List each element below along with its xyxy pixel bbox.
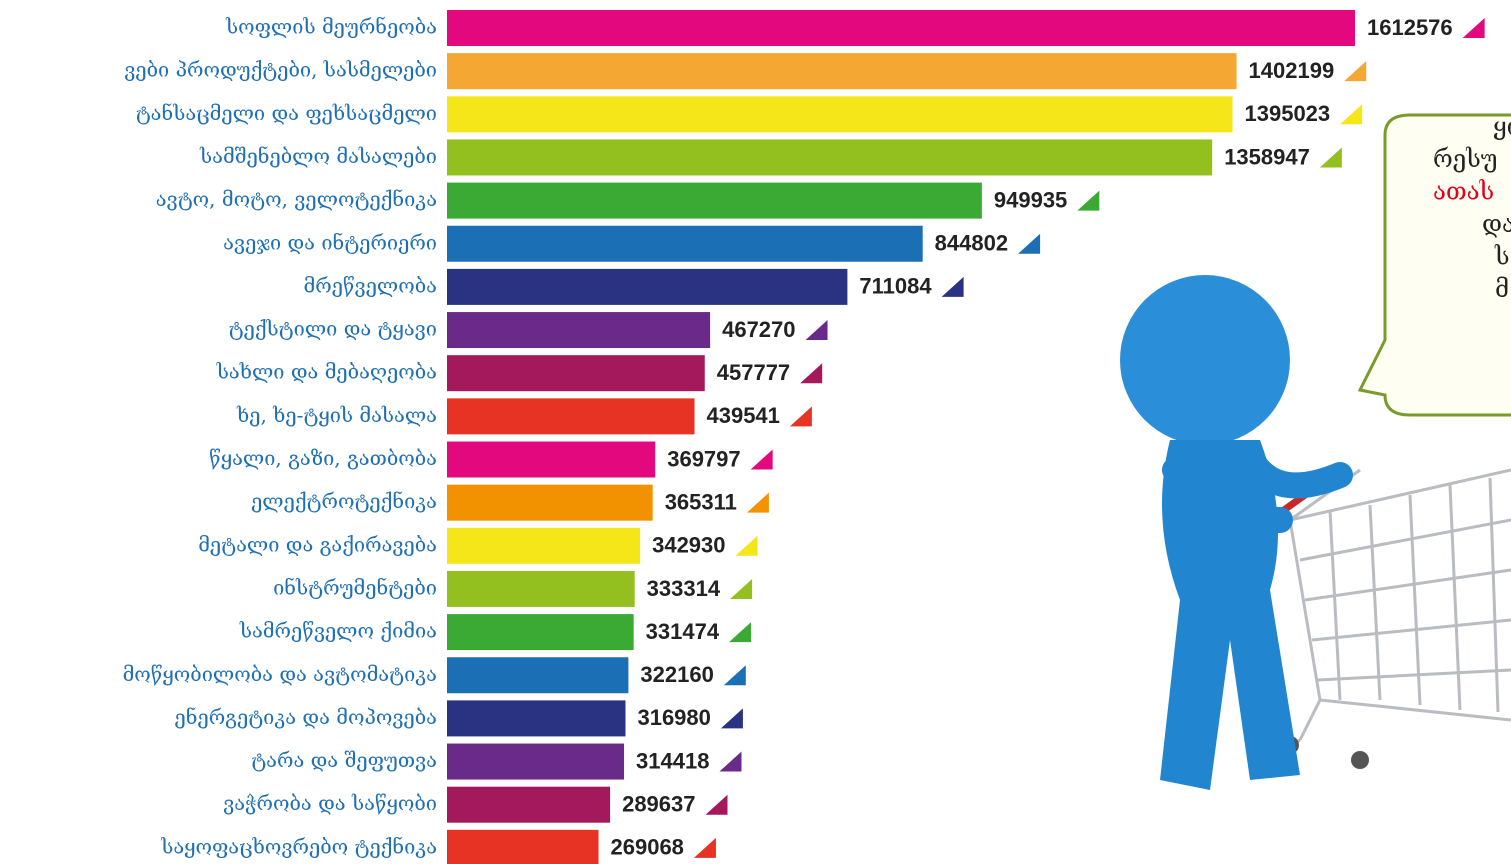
- category-label: მოწყობილობა და ავტომატიკა: [123, 662, 437, 686]
- value-label: 1395023: [1245, 101, 1331, 126]
- value-label: 439541: [706, 403, 779, 428]
- bar: [447, 96, 1233, 133]
- callout-text: ყი: [1493, 113, 1511, 141]
- value-label: 269068: [611, 835, 684, 860]
- value-label: 1358947: [1224, 144, 1310, 169]
- bar: [447, 700, 626, 737]
- category-label: საყოფაცხოვრებო ტექნიკა: [160, 834, 437, 858]
- value-label: 457777: [717, 360, 790, 385]
- value-marker: [1462, 18, 1485, 38]
- value-label: 333314: [647, 576, 721, 601]
- category-label: ვაჭრობა და საწყობი: [223, 791, 437, 815]
- bar: [447, 225, 923, 262]
- bar: [447, 312, 711, 349]
- bar: [447, 743, 625, 780]
- callout-text: ს: [1494, 243, 1510, 271]
- category-label: ტარა და შეფუთვა: [251, 748, 437, 772]
- bar: [447, 10, 1355, 46]
- category-label: სოფლის მეურნეობა: [225, 15, 437, 39]
- bar: [447, 527, 641, 564]
- value-label: 844802: [935, 231, 1008, 256]
- value-label: 316980: [637, 705, 710, 730]
- value-marker: [719, 751, 742, 772]
- value-marker: [723, 665, 746, 686]
- value-marker: [720, 708, 743, 729]
- bar: [447, 441, 656, 478]
- bar: [447, 355, 705, 392]
- value-marker: [805, 320, 828, 341]
- category-label: სამრეწველო ქიმია: [239, 619, 437, 643]
- value-marker: [789, 406, 812, 427]
- callout-text: მ: [1495, 275, 1509, 303]
- value-marker: [1340, 104, 1363, 125]
- value-label: 365311: [665, 489, 737, 514]
- value-marker: [729, 622, 752, 643]
- bar: [447, 268, 848, 305]
- bar: [447, 182, 982, 219]
- bar: [447, 398, 695, 435]
- category-label: ტანსაცმელი და ფეხსაცმელი: [136, 101, 437, 125]
- value-label: 1612576: [1367, 15, 1453, 40]
- category-label: ავტო, მოტო, ველოტექნიკა: [156, 187, 437, 211]
- category-label: მრეწველობა: [304, 273, 437, 297]
- speech-bubble: [1357, 113, 1511, 417]
- bar: [447, 139, 1213, 176]
- callout-text: ათას: [1433, 178, 1494, 206]
- value-marker: [1018, 233, 1041, 254]
- value-label: 342930: [652, 533, 725, 558]
- category-label: სამშენებლო მასალები: [199, 144, 437, 168]
- value-marker: [800, 363, 823, 384]
- category-label: წყალი, გაზი, გათბობა: [209, 446, 437, 470]
- value-label: 289637: [622, 792, 695, 817]
- value-label: 949935: [994, 187, 1067, 212]
- bar: [447, 53, 1237, 90]
- callout-text: და: [1482, 210, 1511, 238]
- value-label: 711084: [859, 274, 932, 299]
- value-marker: [1344, 61, 1367, 82]
- category-label: ხე, ხე-ტყის მასალა: [236, 403, 437, 427]
- bar: [447, 786, 611, 823]
- value-marker: [746, 492, 769, 513]
- value-marker: [735, 535, 758, 556]
- value-marker: [750, 449, 773, 470]
- value-label: 369797: [667, 446, 740, 471]
- value-label: 331474: [646, 619, 720, 644]
- value-marker: [1077, 190, 1100, 211]
- category-label: ვები პროდუქტები, სასმელები: [124, 58, 437, 82]
- value-marker: [730, 578, 753, 599]
- bar: [447, 570, 635, 607]
- value-marker: [693, 837, 716, 858]
- callout-text: რესუ: [1433, 145, 1498, 173]
- bar: [447, 484, 653, 521]
- bar: [447, 829, 599, 864]
- value-label: 314418: [636, 748, 709, 773]
- category-label: ინსტრუმენტები: [273, 575, 437, 599]
- value-marker: [941, 276, 964, 297]
- shopper-illustration: [1120, 275, 1511, 790]
- category-label: სახლი და მებაღეობა: [216, 360, 437, 384]
- bar: [447, 657, 629, 694]
- category-label: ენერგეტიკა და მოპოვება: [175, 705, 437, 729]
- value-label: 1402199: [1249, 58, 1335, 83]
- value-label: 467270: [722, 317, 795, 342]
- value-marker: [705, 794, 728, 815]
- category-label: ელექტროტექნიკა: [251, 489, 437, 513]
- value-label: 322160: [640, 662, 713, 687]
- category-label: ავეჯი და ინტერიერი: [223, 230, 437, 254]
- value-marker: [1319, 147, 1342, 168]
- bar: [447, 614, 634, 651]
- category-label: ტექსტილი და ტყავი: [229, 317, 437, 341]
- category-label: მეტალი და გაქირავება: [198, 532, 437, 556]
